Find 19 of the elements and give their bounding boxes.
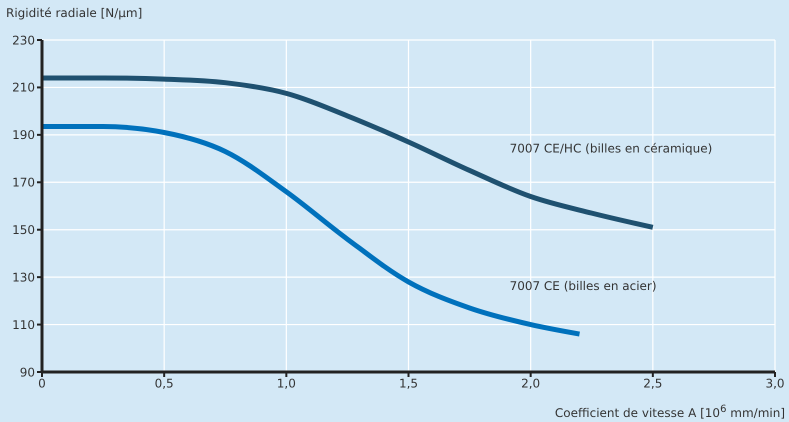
y-tick-label: 90 bbox=[20, 365, 35, 380]
x-tick-label: 3,0 bbox=[765, 376, 785, 391]
x-tick-label: 1,0 bbox=[276, 376, 296, 391]
x-tick-label: 0,5 bbox=[154, 376, 174, 391]
y-tick-label: 150 bbox=[12, 222, 35, 237]
text: 7007 CE (billes en acier) bbox=[510, 278, 657, 293]
y-tick-label: 170 bbox=[12, 176, 35, 190]
x-axis-title: Coefficient de vitesse A [10$^{6}$ mm/min] bbox=[554, 404, 785, 420]
y-tick-label: 190 bbox=[12, 128, 35, 142]
y-tick-label: 210 bbox=[12, 80, 35, 95]
x-tick-label: 1,5 bbox=[398, 376, 418, 391]
y-tick-label: 110 bbox=[12, 318, 35, 332]
y-tick-label: 230 bbox=[12, 33, 35, 48]
y-axis-title: Rigidité radiale [N/µm] bbox=[6, 6, 142, 20]
x-tick-label: 2,0 bbox=[521, 376, 540, 391]
text: 7007 CE/HC (billes en céramique) bbox=[510, 141, 712, 156]
x-tick-label: 2,5 bbox=[643, 376, 662, 391]
x-tick-label: 0 bbox=[38, 376, 46, 391]
y-tick-label: 130 bbox=[12, 270, 35, 284]
